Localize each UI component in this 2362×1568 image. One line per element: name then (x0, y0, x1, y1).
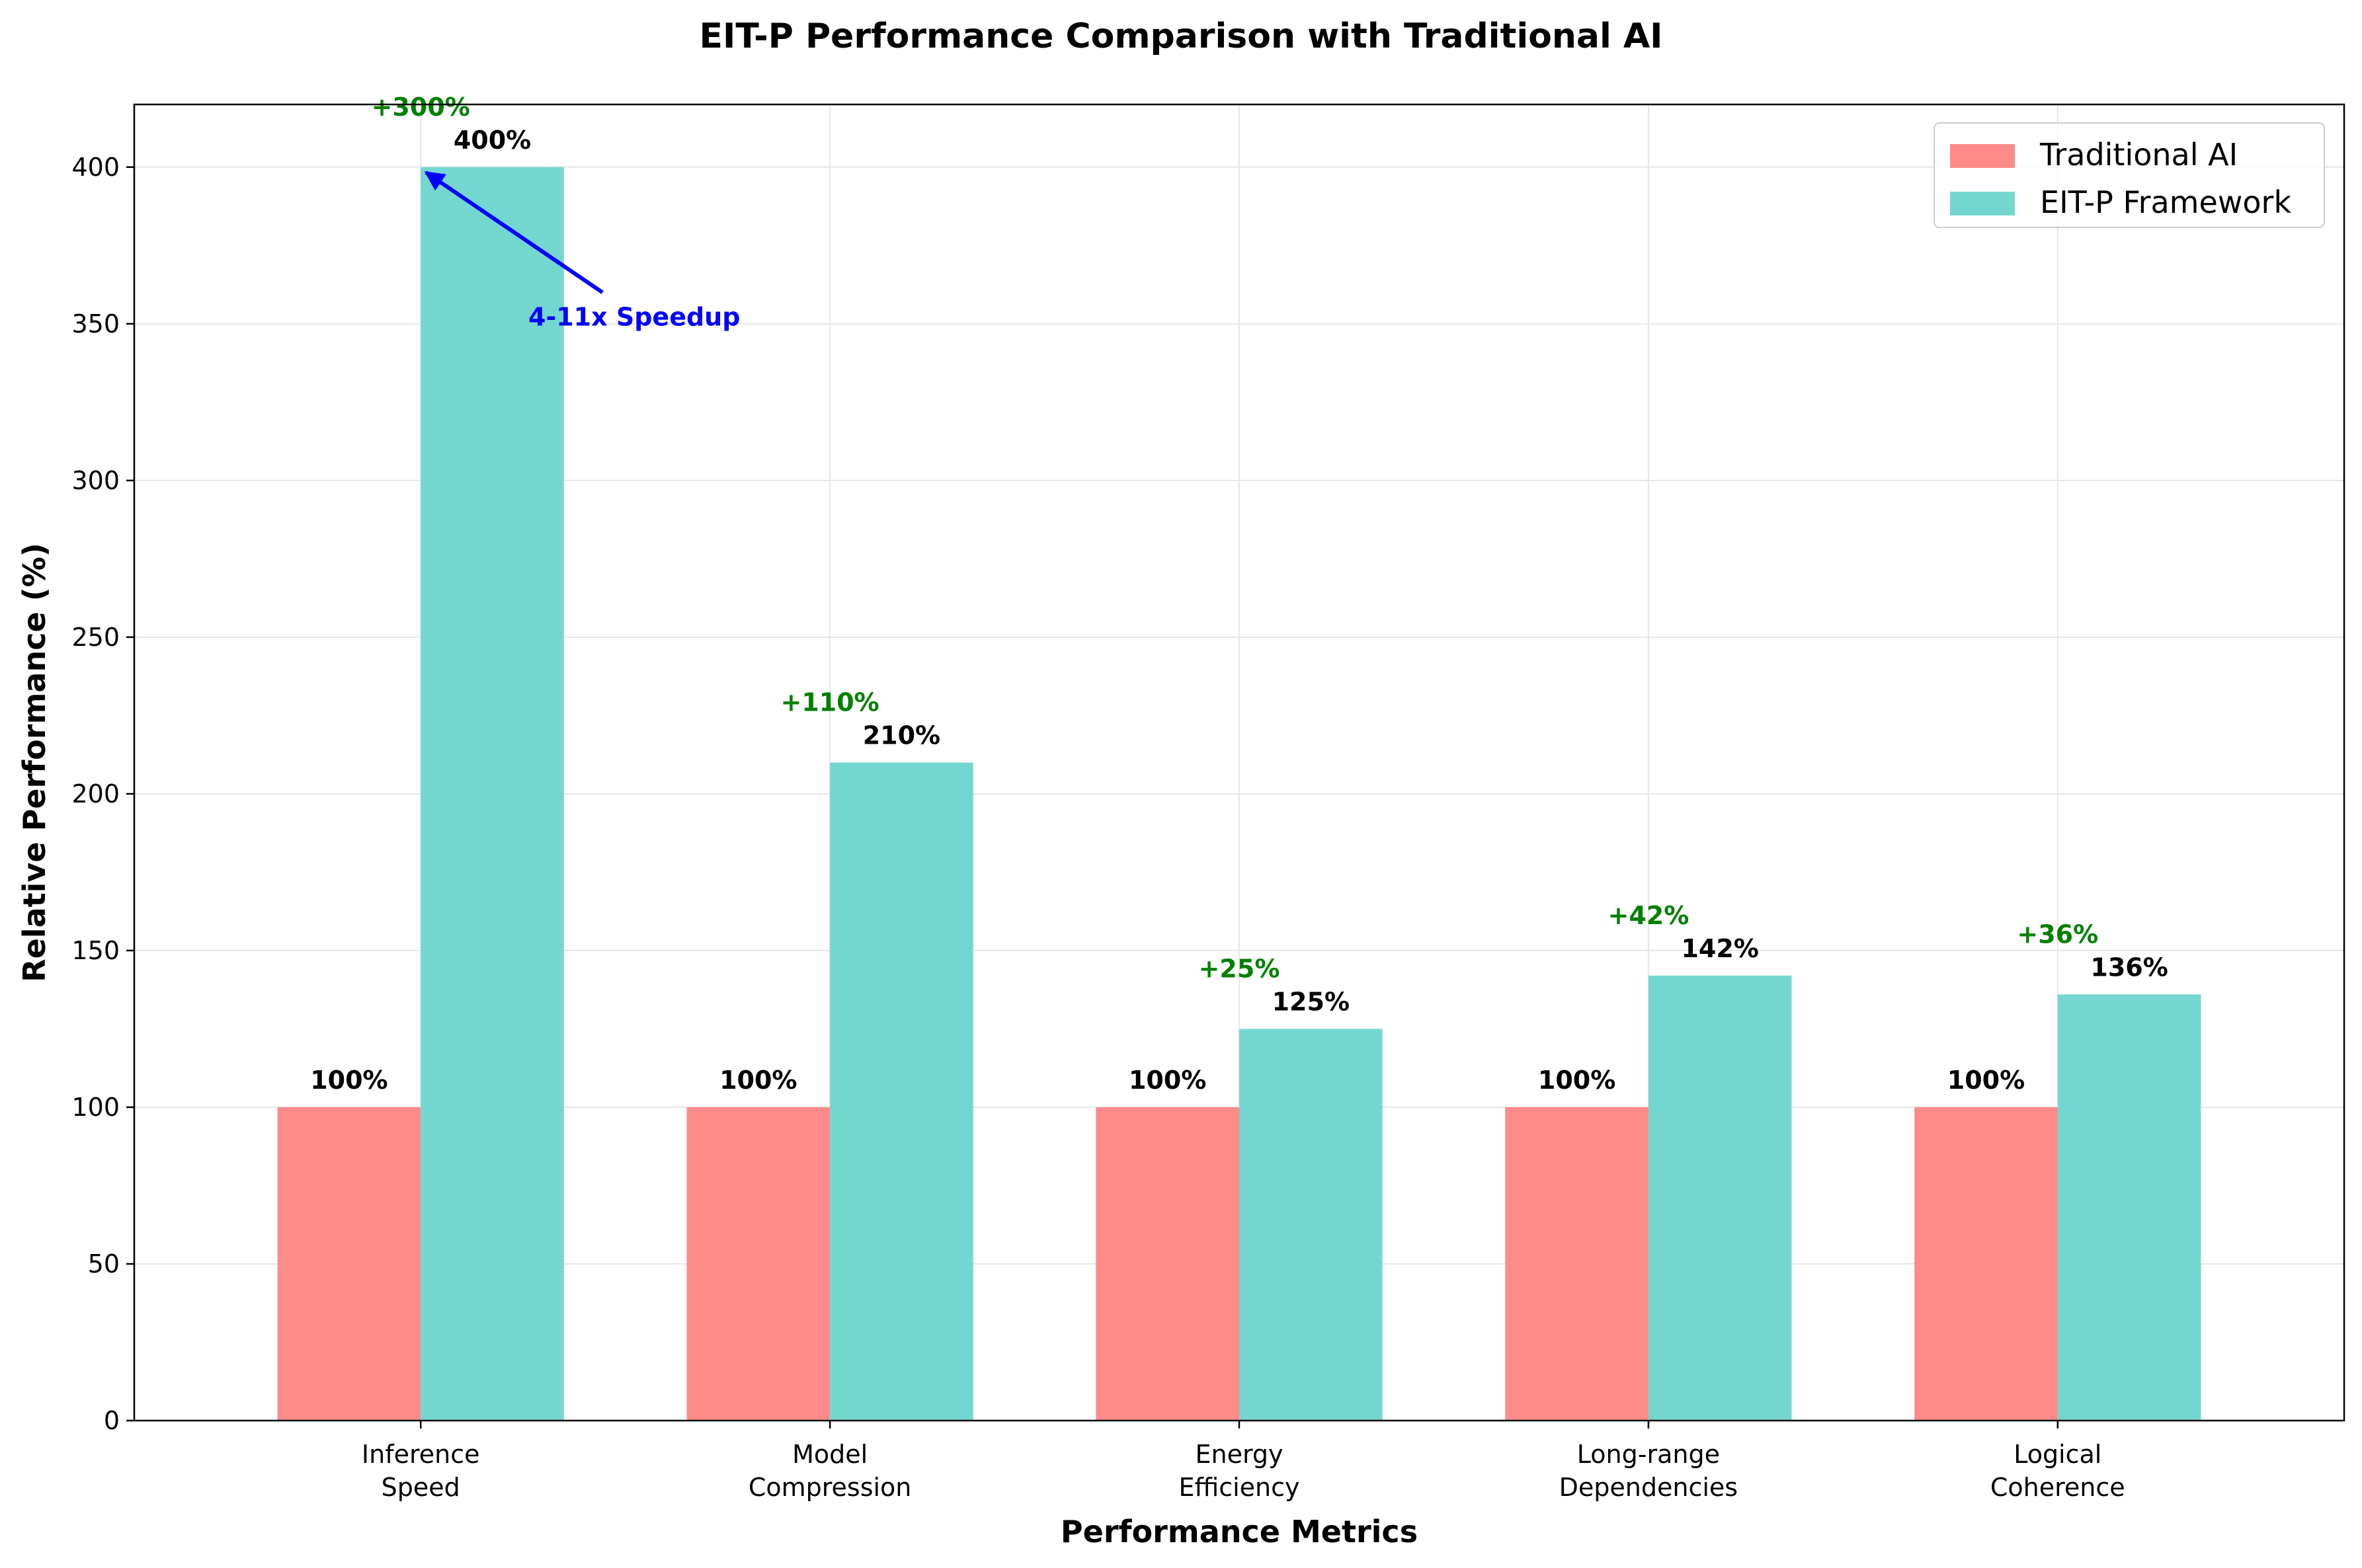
chart-title: EIT-P Performance Comparison with Tradit… (699, 17, 1662, 56)
bar-value-label: 100% (310, 1066, 387, 1095)
y-axis-label: Relative Performance (%) (17, 543, 52, 982)
y-tick-label: 150 (71, 936, 120, 965)
x-tick-label-line: Coherence (1990, 1473, 2125, 1502)
y-tick-label: 100 (71, 1093, 120, 1122)
annotation: 4-11x Speedup (424, 171, 740, 331)
bar-eitp-framework (2057, 994, 2201, 1421)
bar-eitp-framework (1239, 1029, 1383, 1421)
annotation-arrow (424, 171, 604, 294)
bar-eitp-framework (1648, 975, 1792, 1421)
legend: Traditional AI EIT-P Framework (1934, 122, 2325, 228)
x-tick-label-line: Dependencies (1559, 1473, 1738, 1502)
legend-label: Traditional AI (2039, 137, 2238, 173)
bar-labels: 100% 100% 100% 100% 100% 400% 210% 125% 142% 136%… (310, 93, 2168, 1095)
y-tick-label: 250 (71, 623, 120, 652)
x-tick-label-line: Energy (1195, 1440, 1283, 1469)
bar-traditional-ai (277, 1107, 421, 1421)
bar-traditional-ai (1914, 1107, 2058, 1421)
bar-value-label: 142% (1681, 934, 1758, 963)
x-tick-label: Model Compression (749, 1440, 912, 1502)
x-tick-label-line: Long-range (1577, 1440, 1720, 1469)
x-tick-label: Long-range Dependencies (1559, 1440, 1738, 1502)
bars (277, 167, 2201, 1421)
bar-value-label: 100% (1538, 1066, 1615, 1095)
x-tick-label-line: Inference (362, 1440, 480, 1469)
y-tick-label: 300 (71, 466, 120, 495)
bar-eitp-framework (421, 167, 564, 1421)
bar-value-label: 210% (863, 721, 940, 750)
x-tick-label-line: Compression (749, 1473, 912, 1502)
bar-value-label: 100% (719, 1066, 797, 1095)
y-tick-label: 200 (71, 779, 120, 808)
bar-value-label: 100% (1947, 1066, 2025, 1095)
bar-value-label: 100% (1129, 1066, 1206, 1095)
x-axis-ticks: Inference Speed Model Compression Energy Effi… (362, 1421, 2125, 1502)
bar-value-label: 400% (454, 126, 531, 155)
legend-label: EIT-P Framework (2040, 184, 2291, 220)
y-tick-label: 350 (71, 309, 120, 338)
x-tick-label: Inference Speed (362, 1440, 480, 1502)
legend-swatch (1950, 192, 2015, 216)
x-tick-label-line: Efficiency (1178, 1473, 1299, 1502)
x-tick-label: Logical Coherence (1990, 1440, 2125, 1502)
x-tick-label-line: Model (792, 1440, 868, 1469)
bar-eitp-framework (830, 762, 973, 1421)
bar-traditional-ai (1505, 1107, 1649, 1421)
y-axis-ticks: 0 50 100 150 200 250 300 350 400 (71, 153, 134, 1435)
bar-value-label: 136% (2090, 953, 2168, 982)
legend-box (1934, 122, 2325, 228)
improvement-label: +110% (780, 688, 879, 717)
legend-swatch (1950, 144, 2015, 168)
bar-traditional-ai (686, 1107, 831, 1421)
x-axis-label: Performance Metrics (1061, 1514, 1418, 1549)
y-tick-label: 50 (88, 1249, 120, 1278)
bar-value-label: 125% (1272, 987, 1350, 1016)
annotation-label: 4-11x Speedup (528, 302, 740, 331)
improvement-label: +42% (1608, 901, 1689, 930)
x-tick-label-line: Speed (382, 1473, 460, 1502)
bar-traditional-ai (1096, 1107, 1239, 1421)
improvement-label: +36% (2017, 920, 2098, 949)
improvement-label: +25% (1199, 954, 1280, 983)
y-tick-label: 0 (104, 1406, 120, 1435)
x-tick-label-line: Logical (2014, 1440, 2101, 1469)
x-tick-label: Energy Efficiency (1178, 1440, 1299, 1502)
improvement-label: +300% (372, 93, 470, 122)
y-tick-label: 400 (71, 153, 120, 182)
